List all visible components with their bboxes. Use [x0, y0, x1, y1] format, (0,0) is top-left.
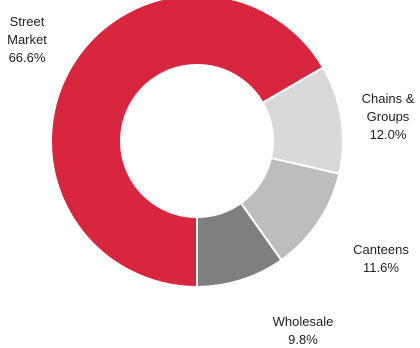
chains-groups-category-label: Chains &	[362, 91, 415, 106]
wholesale-category-label: Wholesale	[273, 314, 334, 329]
street-market-category-label: Market	[7, 32, 47, 47]
slice-street-market	[50, 0, 325, 289]
label-group: Street Market 66.6% Chains & Groups 12.0% Cant…	[7, 14, 415, 347]
slice-wholesale	[196, 201, 283, 289]
chains-groups-category-label: Groups	[367, 109, 410, 124]
street-market-value-label: 66.6%	[9, 50, 46, 65]
canteens-value-label: 11.6%	[363, 260, 399, 275]
canteens-category-label: Canteens	[353, 242, 409, 257]
wholesale-value-label: 9.8%	[288, 332, 318, 347]
street-market-category-label: Street	[10, 14, 45, 29]
chains-groups-value-label: 12.0%	[370, 127, 407, 142]
slice-group	[50, 0, 344, 289]
